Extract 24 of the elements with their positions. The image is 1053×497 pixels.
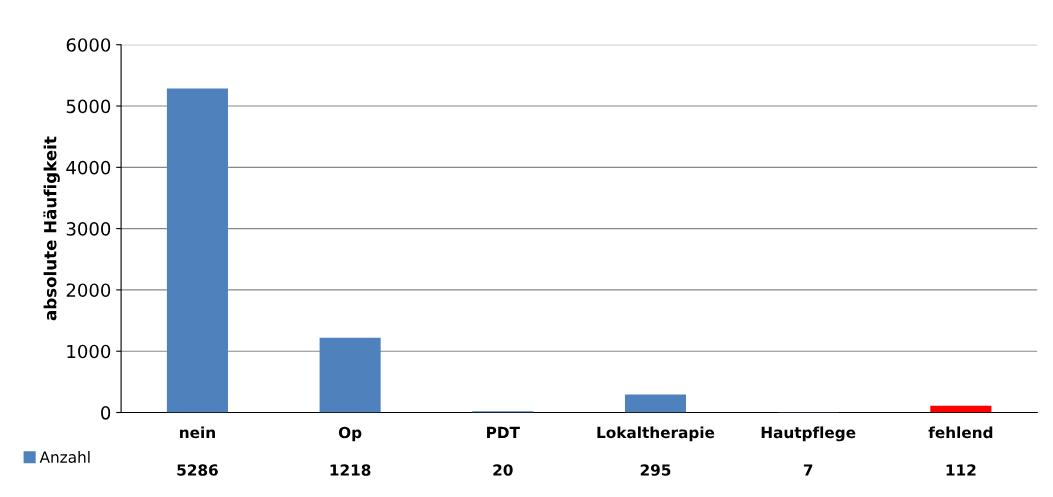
x-tick-label: Op <box>338 426 362 442</box>
y-tick-label: 1000 <box>67 344 111 359</box>
data-label: 7 <box>803 464 813 476</box>
data-label: 112 <box>946 464 976 476</box>
x-tick-label: PDT <box>487 426 520 439</box>
legend-label: Anzahl <box>39 451 90 463</box>
x-tick-label: nein <box>180 426 215 439</box>
x-tick-label: Lokaltherapie <box>597 426 715 442</box>
data-label: 1218 <box>330 464 371 476</box>
bar <box>624 394 687 413</box>
y-axis-title: absolute Häufigkeit <box>43 136 60 321</box>
y-tick-label: 4000 <box>66 160 111 175</box>
bar <box>166 88 228 413</box>
x-tick-label: fehlend <box>928 426 993 439</box>
bar <box>319 337 381 413</box>
data-label: 295 <box>640 464 671 476</box>
data-label: 5286 <box>177 464 218 476</box>
y-tick-label: 3000 <box>66 222 111 236</box>
y-tick-label: 5000 <box>66 99 111 114</box>
y-tick-label: 0 <box>101 405 111 420</box>
x-tick-label: Hautpflege <box>761 426 856 442</box>
data-label: 20 <box>493 464 513 476</box>
y-tick-label: 2000 <box>66 283 111 298</box>
y-tick-label: 6000 <box>66 38 111 52</box>
